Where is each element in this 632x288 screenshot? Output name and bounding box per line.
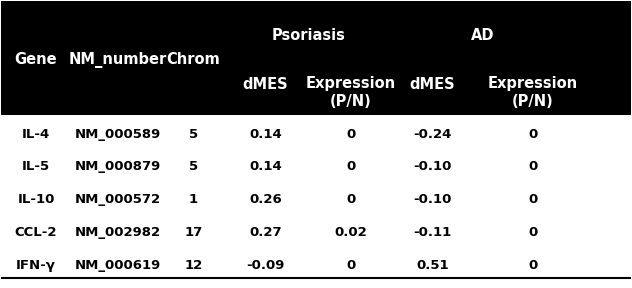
Text: Expression
(P/N): Expression (P/N) (488, 76, 578, 109)
Text: -0.10: -0.10 (413, 193, 452, 206)
Text: 0: 0 (528, 226, 538, 239)
Text: 5: 5 (189, 128, 198, 141)
Text: 0: 0 (528, 193, 538, 206)
Text: AD: AD (471, 28, 494, 43)
Text: 0.51: 0.51 (416, 259, 449, 272)
Text: Psoriasis: Psoriasis (271, 28, 345, 43)
Text: -0.11: -0.11 (413, 226, 451, 239)
Text: 0.14: 0.14 (249, 128, 282, 141)
Text: Expression
(P/N): Expression (P/N) (305, 76, 396, 109)
Text: IL-10: IL-10 (17, 193, 55, 206)
Text: 0.14: 0.14 (249, 160, 282, 173)
Text: -0.24: -0.24 (413, 128, 452, 141)
Text: CCL-2: CCL-2 (15, 226, 58, 239)
Text: 0: 0 (346, 259, 355, 272)
Text: -0.09: -0.09 (246, 259, 285, 272)
Text: 1: 1 (189, 193, 198, 206)
Text: 0.27: 0.27 (250, 226, 282, 239)
Text: 0: 0 (528, 259, 538, 272)
Text: 0.26: 0.26 (249, 193, 282, 206)
Text: dMES: dMES (243, 77, 288, 92)
Text: Chrom: Chrom (166, 52, 220, 67)
Text: NM_000879: NM_000879 (75, 160, 161, 173)
Text: NM_number: NM_number (69, 52, 167, 68)
Text: IFN-γ: IFN-γ (16, 259, 56, 272)
Text: -0.10: -0.10 (413, 160, 452, 173)
Text: 5: 5 (189, 160, 198, 173)
Text: 0: 0 (528, 128, 538, 141)
Text: 0: 0 (528, 160, 538, 173)
Text: 0.02: 0.02 (334, 226, 367, 239)
Text: IL-5: IL-5 (22, 160, 50, 173)
Text: 0: 0 (346, 193, 355, 206)
Text: 0: 0 (346, 160, 355, 173)
Bar (1, 1, 631, 115)
Text: NM_000589: NM_000589 (75, 128, 161, 141)
Text: 12: 12 (184, 259, 202, 272)
Text: IL-4: IL-4 (22, 128, 50, 141)
Text: 0: 0 (346, 128, 355, 141)
Text: 17: 17 (184, 226, 202, 239)
Text: NM_002982: NM_002982 (75, 226, 161, 239)
Text: NM_000572: NM_000572 (75, 193, 161, 206)
Text: NM_000619: NM_000619 (75, 259, 161, 272)
Text: dMES: dMES (410, 77, 455, 92)
Text: Gene: Gene (15, 52, 58, 67)
